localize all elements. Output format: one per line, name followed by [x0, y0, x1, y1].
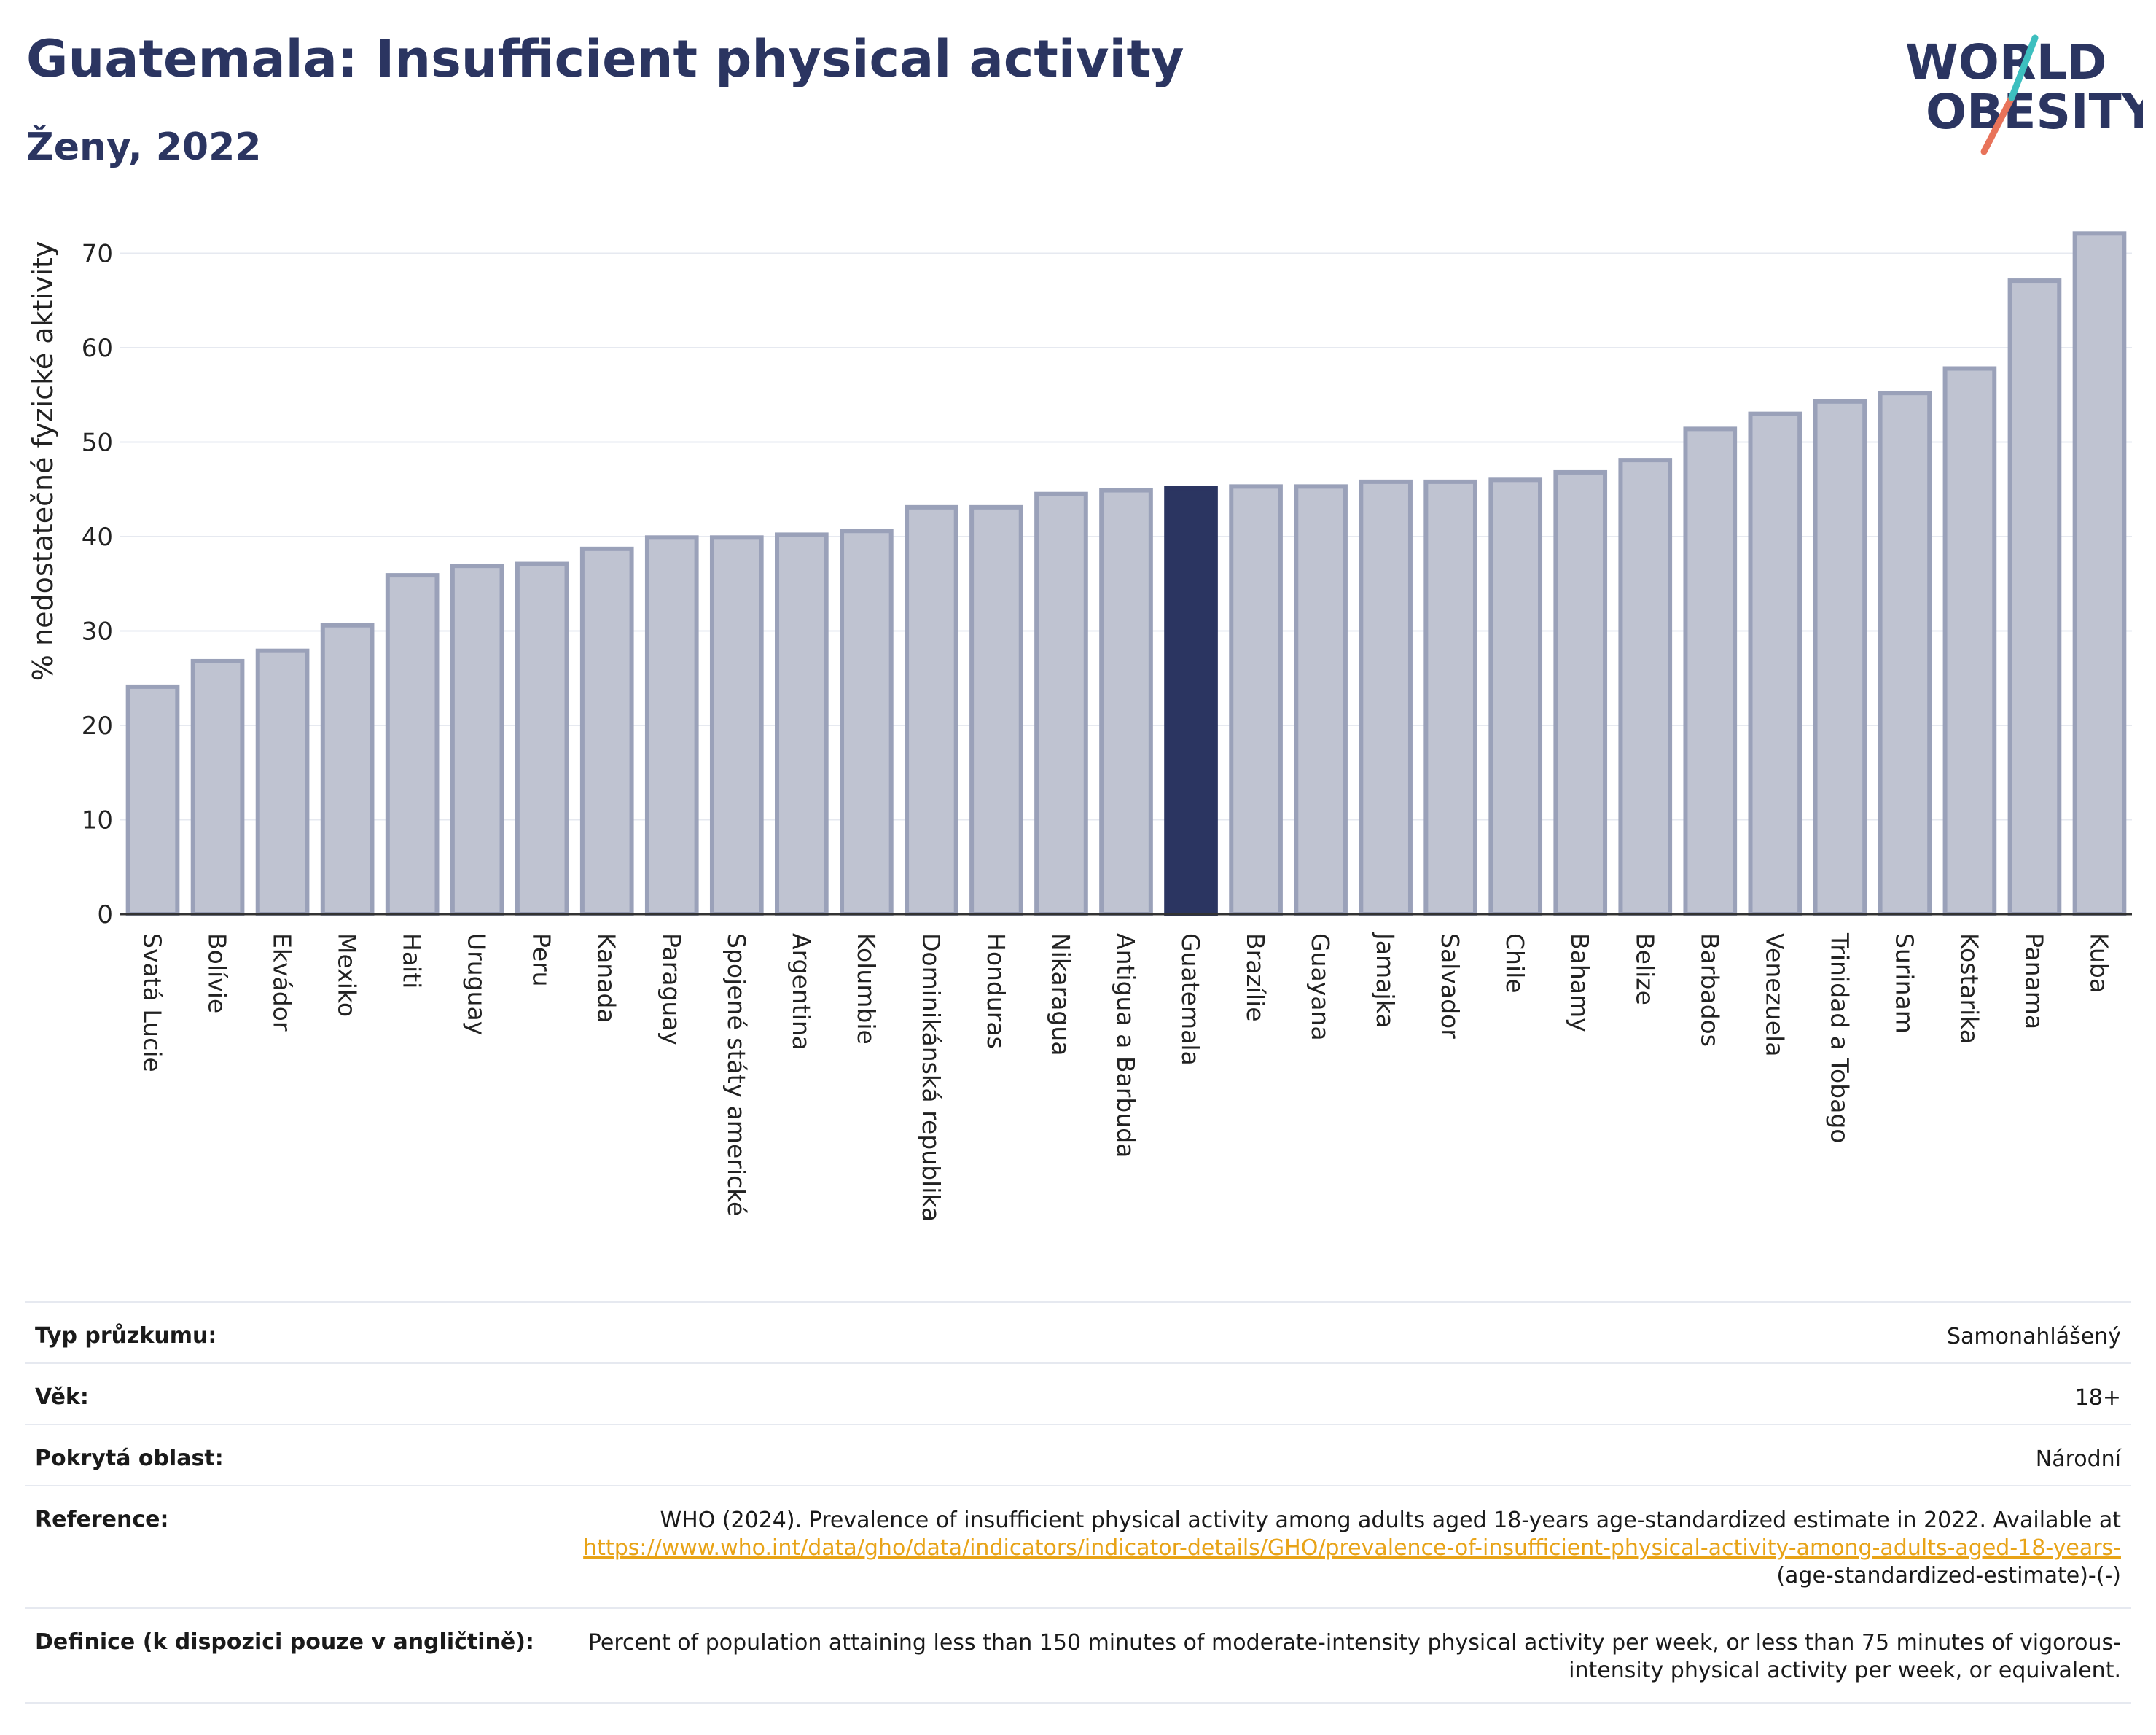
bar	[1294, 484, 1348, 916]
x-tick-label: Nikaragua	[1047, 933, 1075, 1056]
y-tick-label: 60	[82, 334, 113, 363]
meta-row-survey-type: Typ průzkumu: Samonahlášený	[25, 1301, 2131, 1362]
x-tick-label: Haiti	[398, 933, 426, 989]
definition-value: Percent of population attaining less tha…	[587, 1630, 2121, 1683]
x-tick-label: Honduras	[982, 933, 1010, 1049]
x-tick-label: Trinidad a Tobago	[1825, 932, 1854, 1144]
survey-type-label: Typ průzkumu:	[35, 1323, 217, 1349]
y-tick-label: 0	[97, 900, 113, 929]
x-tick-label: Kostarika	[1955, 933, 1983, 1044]
x-tick-label: Chile	[1501, 933, 1529, 994]
metadata-table: Typ průzkumu: Samonahlášený Věk: 18+ Pok…	[25, 1301, 2131, 1704]
reference-label: Reference:	[35, 1507, 169, 1532]
world-obesity-logo: WORLD OBESITY	[1905, 34, 2143, 155]
bar	[1034, 491, 1088, 916]
x-tick-label: Spojené státy americké	[722, 933, 751, 1216]
bar	[1748, 411, 1802, 916]
reference-suffix: (age-standardized-estimate)-(-)	[1776, 1563, 2121, 1588]
x-tick-label: Brazílie	[1241, 933, 1270, 1022]
y-tick-label: 10	[82, 806, 113, 835]
x-tick-label: Dominikánská republika	[917, 933, 945, 1222]
x-tick-label: Guayana	[1306, 933, 1335, 1041]
bar	[1942, 366, 1997, 916]
meta-row-reference: Reference: WHO (2024). Prevalence of ins…	[25, 1485, 2131, 1607]
x-tick-label: Salvador	[1436, 933, 1464, 1039]
meta-row-definition: Definice (k dispozici pouze v angličtině…	[25, 1607, 2131, 1704]
bar-chart: 0 10 20 30 40 50 60 70 Svatá Lucie Bolívie Ekvádo…	[27, 231, 2132, 1222]
bar	[905, 504, 958, 916]
x-tick-label: Barbados	[1695, 933, 1724, 1047]
meta-row-coverage: Pokrytá oblast: Národní	[25, 1424, 2131, 1485]
x-tick-label: Kuba	[2085, 933, 2113, 993]
definition-label: Definice (k dispozici pouze v angličtině…	[35, 1629, 534, 1655]
x-tick-label: Svatá Lucie	[138, 933, 167, 1072]
bar	[1618, 458, 1673, 916]
bar	[840, 529, 894, 916]
x-tick-label: Surinam	[1890, 933, 1918, 1034]
bar	[1099, 488, 1153, 916]
bar	[775, 532, 829, 916]
bar	[1878, 391, 1932, 916]
x-tick-label: Panama	[2020, 933, 2048, 1029]
x-tick-label: Bolívie	[203, 933, 232, 1013]
reference-link[interactable]: https://www.who.int/data/gho/data/indica…	[583, 1535, 2121, 1561]
bar	[125, 684, 180, 917]
bar	[190, 658, 245, 916]
bars	[125, 231, 2127, 917]
x-tick-label: Ekvádor	[268, 933, 297, 1032]
y-axis-ticks: 0 10 20 30 40 50 60 70	[82, 240, 113, 930]
x-tick-label: Venezuela	[1760, 933, 1789, 1056]
bar	[1423, 479, 1477, 916]
y-tick-label: 40	[82, 523, 113, 552]
coverage-value: Národní	[2035, 1446, 2121, 1472]
age-value: 18+	[2074, 1385, 2121, 1411]
bar	[1229, 484, 1283, 916]
x-tick-label: Jamajka	[1371, 932, 1399, 1028]
bar	[1813, 399, 1867, 916]
bar	[1488, 477, 1543, 916]
x-tick-label: Uruguay	[463, 933, 491, 1035]
reference-text: WHO (2024). Prevalence of insufficient p…	[660, 1508, 2121, 1533]
y-axis-label: % nedostatečné fyzické aktivity	[27, 241, 59, 682]
x-axis-labels: Svatá Lucie Bolívie Ekvádor Mexiko Haiti Urug…	[138, 932, 2114, 1222]
y-tick-label: 50	[82, 429, 113, 458]
y-tick-label: 20	[82, 711, 113, 741]
bar	[515, 561, 569, 916]
x-tick-label: Argentina	[787, 933, 816, 1050]
page-title: Guatemala: Insufficient physical activit…	[26, 29, 1184, 89]
x-tick-label: Kanada	[593, 933, 621, 1024]
bar	[2007, 278, 2062, 916]
age-label: Věk:	[35, 1384, 89, 1410]
bar	[579, 546, 634, 917]
y-tick-label: 70	[82, 240, 113, 269]
x-tick-label: Belize	[1630, 933, 1659, 1005]
logo-line-2: OBESITY	[1926, 84, 2143, 140]
bar	[1359, 479, 1413, 916]
y-tick-label: 30	[82, 617, 113, 647]
bar	[969, 504, 1023, 916]
bar	[385, 573, 440, 916]
x-tick-label: Antigua a Barbuda	[1112, 933, 1140, 1158]
bar	[255, 648, 310, 916]
bar-highlight	[1164, 486, 1218, 916]
x-tick-label: Bahamy	[1566, 933, 1594, 1032]
survey-type-value: Samonahlášený	[1947, 1324, 2121, 1349]
bar	[1553, 469, 1608, 916]
page-subtitle: Ženy, 2022	[26, 125, 262, 169]
x-tick-label: Kolumbie	[852, 933, 880, 1045]
x-tick-label: Guatemala	[1176, 933, 1205, 1066]
meta-row-age: Věk: 18+	[25, 1362, 2131, 1424]
bar	[709, 535, 764, 916]
bar	[450, 564, 504, 917]
x-tick-label: Paraguay	[657, 933, 686, 1045]
coverage-label: Pokrytá oblast:	[35, 1446, 224, 1471]
logo-line-1: WORLD	[1905, 34, 2107, 90]
bar	[1683, 426, 1738, 916]
x-tick-label: Peru	[528, 933, 556, 987]
bar	[320, 623, 375, 916]
x-tick-label: Mexiko	[333, 933, 362, 1017]
reference-value: WHO (2024). Prevalence of insufficient p…	[554, 1486, 2121, 1607]
bar	[2072, 231, 2127, 916]
bar	[644, 535, 699, 916]
